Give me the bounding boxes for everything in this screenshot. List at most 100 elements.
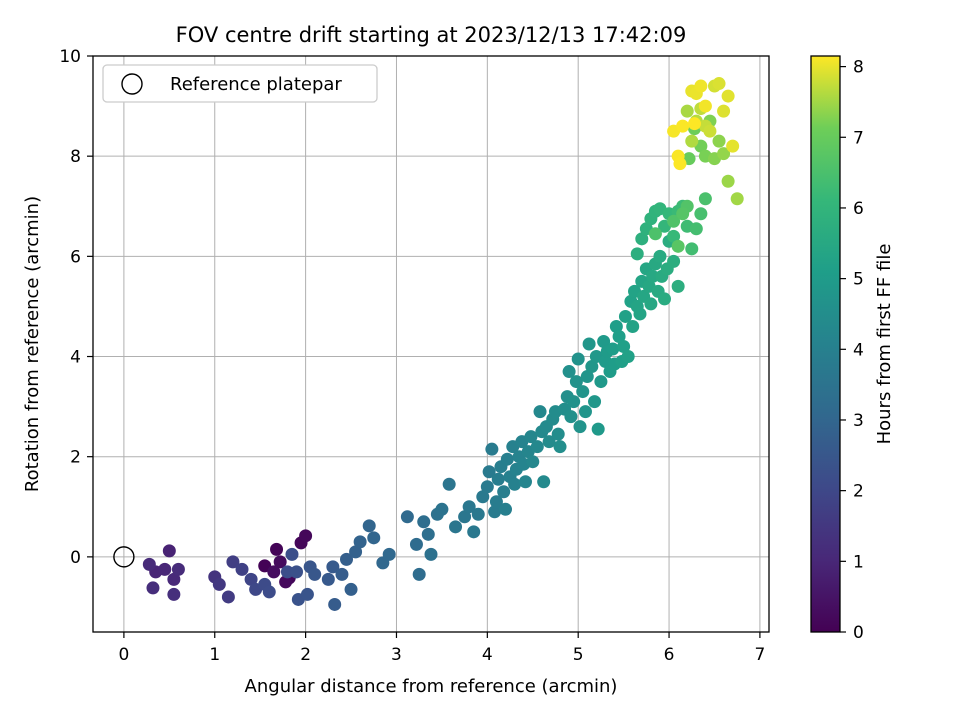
y-tick-label: 6 [70, 247, 81, 267]
data-point [717, 147, 731, 161]
data-point [244, 572, 258, 586]
data-point [449, 520, 463, 534]
data-point [340, 552, 353, 566]
data-point [667, 229, 681, 243]
data-point [290, 565, 304, 579]
data-point [497, 485, 511, 499]
y-tick-label: 10 [59, 47, 81, 67]
chart-title: FOV centre drift starting at 2023/12/13 … [176, 23, 687, 47]
data-point [635, 232, 649, 246]
data-point [308, 567, 322, 581]
data-point [594, 375, 608, 389]
data-point [482, 465, 496, 479]
data-point [658, 292, 672, 306]
reference-marker [113, 546, 135, 568]
data-point [467, 525, 481, 539]
data-point [591, 422, 605, 436]
data-point [606, 342, 620, 356]
colorbar-tick-label: 2 [853, 482, 864, 502]
data-point [673, 157, 687, 171]
data-point [280, 565, 294, 579]
legend-marker [121, 73, 143, 95]
scatter-points [113, 77, 744, 611]
x-axis-ticks: 0 1 2 3 4 5 6 7 [118, 632, 765, 665]
data-point [400, 510, 414, 524]
data-point [344, 582, 358, 596]
colorbar-tick-label: 4 [853, 340, 864, 360]
data-point [285, 547, 299, 561]
data-point [630, 247, 644, 261]
data-point [212, 577, 226, 591]
data-point [633, 307, 647, 321]
colorbar [810, 55, 841, 633]
data-point [491, 472, 505, 486]
data-point [171, 562, 185, 576]
x-tick-label: 7 [754, 645, 765, 665]
data-point [648, 227, 662, 241]
data-point [533, 405, 547, 419]
data-point [582, 337, 596, 351]
data-point [462, 500, 476, 514]
data-point [694, 207, 708, 221]
data-point [687, 117, 701, 131]
data-point [476, 490, 490, 504]
data-point [273, 555, 287, 569]
plot-frame [92, 55, 770, 633]
data-point [321, 572, 335, 586]
data-point [712, 134, 726, 148]
data-point [270, 542, 284, 556]
data-point [262, 585, 276, 599]
data-point [542, 435, 556, 449]
data-point [326, 560, 340, 574]
data-point [578, 405, 592, 419]
data-point [676, 119, 690, 133]
legend-box [102, 64, 378, 103]
data-point [585, 360, 599, 374]
data-point [576, 385, 590, 399]
data-point [573, 420, 587, 434]
data-point [618, 309, 632, 323]
colorbar-tick-label: 5 [853, 270, 864, 290]
data-point [146, 581, 160, 595]
data-point [485, 442, 499, 456]
y-axis-label: Rotation from reference (arcmin) [22, 196, 43, 492]
data-point [353, 535, 367, 549]
data-point [508, 477, 522, 491]
data-point [698, 99, 712, 113]
y-tick-label: 0 [70, 548, 81, 568]
data-point [676, 207, 690, 221]
data-point [551, 427, 565, 441]
data-point [667, 254, 681, 268]
data-point [221, 590, 235, 604]
data-point [685, 242, 699, 256]
data-point [518, 475, 532, 489]
data-point [671, 279, 685, 293]
legend-label: Reference platepar [170, 74, 342, 95]
colorbar-ticks: 0 1 2 3 4 5 6 7 8 [840, 58, 864, 643]
y-tick-label: 2 [70, 448, 81, 468]
x-tick-label: 2 [300, 645, 311, 665]
data-point [300, 587, 314, 601]
data-point [689, 222, 703, 236]
data-point [569, 375, 583, 389]
data-point [162, 544, 176, 558]
colorbar-tick-label: 6 [853, 199, 864, 219]
data-point [671, 239, 685, 253]
data-point [730, 192, 744, 206]
data-point [235, 562, 249, 576]
colorbar-tick-label: 8 [853, 58, 864, 78]
x-axis-label: Angular distance from reference (arcmin) [245, 676, 618, 697]
data-point [142, 557, 156, 571]
grid-lines [93, 55, 769, 632]
data-point [694, 79, 708, 93]
data-point [412, 567, 426, 581]
data-point [698, 192, 712, 206]
data-point [362, 519, 376, 533]
data-point [279, 575, 293, 589]
data-point [562, 365, 576, 379]
data-point [626, 319, 640, 333]
legend: Reference platepar [102, 64, 378, 103]
data-point [617, 340, 631, 354]
data-point [226, 555, 240, 569]
x-tick-label: 0 [118, 645, 129, 665]
